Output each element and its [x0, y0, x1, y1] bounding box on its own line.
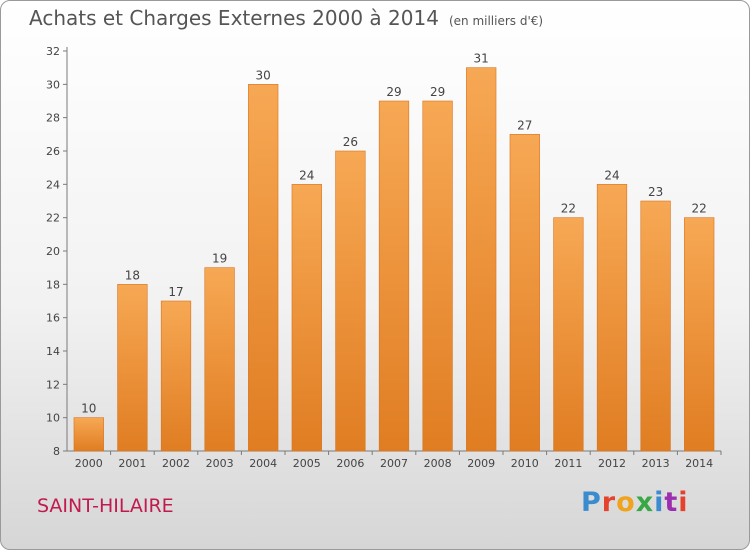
logo-letter: t [664, 487, 679, 518]
x-tick-label: 2010 [511, 457, 539, 470]
y-tick-label: 26 [46, 145, 60, 158]
y-tick-label: 24 [46, 178, 60, 191]
x-tick-label: 2004 [249, 457, 277, 470]
bar [73, 417, 104, 452]
logo-letter: r [601, 487, 617, 518]
bar [335, 150, 366, 452]
logo-letter: x [635, 487, 655, 518]
x-tick-label: 2007 [380, 457, 408, 470]
x-tick-label: 2000 [75, 457, 103, 470]
town-name: SAINT-HILAIRE [37, 495, 174, 517]
bars [73, 67, 715, 452]
bar-value-label: 29 [386, 85, 401, 99]
bar-value-label: 18 [125, 268, 140, 282]
y-tick-label: 20 [46, 245, 60, 258]
bar [160, 300, 192, 452]
x-tick-label: 2014 [685, 457, 713, 470]
y-tick-label: 12 [46, 378, 60, 391]
bar [248, 84, 279, 452]
bar-value-label: 27 [517, 118, 532, 132]
y-tick-label: 16 [46, 312, 60, 325]
bar-value-label: 19 [212, 252, 227, 266]
x-tick-label: 2002 [162, 457, 190, 470]
bar-value-label: 29 [430, 85, 445, 99]
value-labels: 10 18 17 19 30 24 26 29 29 31 27 22 24 23 22 [81, 52, 707, 416]
bar-value-label: 23 [648, 185, 663, 199]
bar [117, 284, 148, 452]
y-tick-label: 30 [46, 78, 60, 91]
x-tick-label: 2011 [554, 457, 582, 470]
x-tick-label: 2003 [206, 457, 234, 470]
y-tick-label: 8 [53, 445, 60, 458]
x-tick-label: 2009 [467, 457, 495, 470]
bar-value-label: 24 [604, 168, 619, 182]
y-tick-label: 28 [46, 112, 60, 125]
bar [204, 267, 235, 452]
chart-title: Achats et Charges Externes 2000 à 2014 (e… [29, 6, 543, 30]
bar-value-label: 24 [299, 168, 314, 182]
bar [509, 134, 540, 452]
axes: 8 10 12 14 16 18 20 22 24 26 28 30 32 2000 2001 2002 200… [46, 45, 722, 470]
unit-note: (en milliers d'€) [448, 14, 544, 28]
title-text: Achats et Charges Externes 2000 à 2014 [29, 6, 439, 30]
bar [291, 184, 322, 452]
bar-value-label: 22 [692, 202, 707, 216]
x-tick-label: 2001 [118, 457, 146, 470]
bar [466, 67, 497, 452]
bar-value-label: 26 [343, 135, 358, 149]
x-tick-label: 2005 [293, 457, 321, 470]
x-tick-label: 2012 [598, 457, 626, 470]
bar [378, 100, 410, 452]
logo-letter: i [654, 487, 665, 518]
bar-value-label: 22 [561, 202, 576, 216]
proxiti-logo: Proxiti [581, 487, 689, 518]
x-tick-label: 2013 [642, 457, 670, 470]
bar [640, 200, 671, 452]
y-tick-label: 10 [46, 412, 60, 425]
bar-value-label: 31 [474, 52, 489, 66]
logo-letter: i [678, 487, 689, 518]
bar-value-label: 30 [256, 68, 271, 82]
bar [596, 184, 628, 452]
logo-letter: P [581, 487, 602, 518]
bar [553, 217, 584, 452]
bar [422, 100, 453, 452]
x-tick-label: 2008 [424, 457, 452, 470]
y-tick-label: 22 [46, 212, 60, 225]
y-tick-label: 18 [46, 278, 60, 291]
x-tick-label: 2006 [336, 457, 364, 470]
y-tick-label: 14 [46, 345, 60, 358]
y-tick-label: 32 [46, 45, 60, 58]
bar-value-label: 10 [81, 402, 96, 416]
bar [684, 217, 715, 452]
bar-value-label: 17 [168, 285, 183, 299]
logo-letter: o [616, 487, 636, 518]
